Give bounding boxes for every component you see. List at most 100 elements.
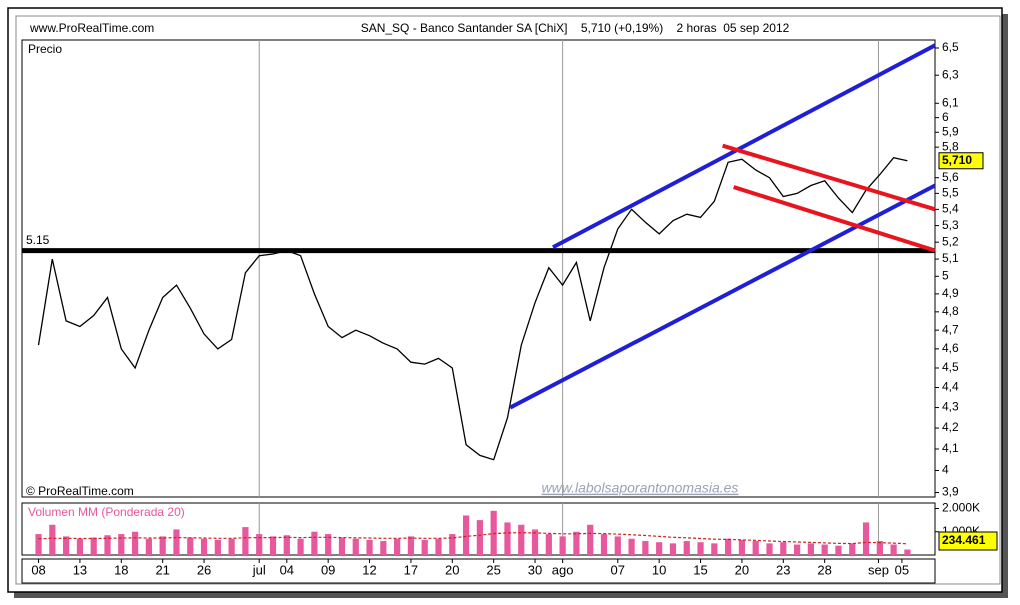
volume-bar <box>63 536 70 555</box>
volume-bar <box>118 534 125 555</box>
volume-bar <box>421 539 428 555</box>
volume-bar <box>242 527 249 555</box>
y-tick-label: 5,5 <box>942 186 959 200</box>
watermark: www.labolsaporantonomasia.es <box>542 480 739 496</box>
x-tick-label: 15 <box>693 562 707 577</box>
y-tick-label: 5,9 <box>942 124 959 138</box>
x-tick-label: ago <box>552 562 574 577</box>
y-tick-label: 5,3 <box>942 218 959 232</box>
trend-line <box>509 183 936 410</box>
y-tick-label: 4,7 <box>942 322 959 336</box>
volume-bar <box>449 534 456 555</box>
header-title: SAN_SQ - Banco Santander SA [ChiX] 5,710… <box>361 21 790 35</box>
y-tick-label: 2.000K <box>942 501 980 515</box>
price-line <box>37 156 908 461</box>
volume-bar <box>35 534 42 555</box>
y-tick-label: 5,6 <box>942 170 959 184</box>
x-tick-label: 12 <box>362 562 376 577</box>
volume-bar <box>90 537 97 555</box>
volume-bar <box>76 538 84 555</box>
last-price-label: 5,710 <box>942 153 972 167</box>
volume-bar <box>269 536 277 555</box>
x-tick-label: 05 <box>895 562 909 577</box>
y-tick-label: 4,9 <box>942 286 959 300</box>
volume-bar <box>821 544 828 555</box>
y-tick-label: 4,6 <box>942 341 959 355</box>
volume-bar <box>614 536 621 555</box>
x-tick-label: sep <box>868 562 889 577</box>
support-label: 5.15 <box>26 233 50 247</box>
volume-bar <box>573 531 580 555</box>
x-tick-label: 18 <box>114 562 128 577</box>
y-tick-label: 6,5 <box>942 40 959 54</box>
x-tick-label: 09 <box>321 562 335 577</box>
volume-bar <box>200 538 208 555</box>
volume-bar <box>311 531 318 555</box>
volume-bar <box>338 537 346 555</box>
last-volume-label: 234.461 <box>942 533 986 547</box>
x-tick-label: jul <box>252 562 266 577</box>
volume-bar <box>531 529 539 555</box>
last-price-box <box>938 152 984 170</box>
y-tick-label: 6,1 <box>942 95 959 109</box>
volume-bar <box>683 541 690 555</box>
volume-bar <box>559 536 566 555</box>
y-tick-label: 5,8 <box>942 139 959 153</box>
volume-bar <box>214 539 221 555</box>
x-tick-label: 23 <box>776 562 790 577</box>
volume-bar <box>145 538 152 555</box>
volume-bar <box>656 542 663 555</box>
volume-bar <box>862 522 870 555</box>
x-tick-label: 20 <box>445 562 459 577</box>
volume-bar <box>545 534 552 555</box>
trend-line <box>733 185 936 253</box>
volume-bar <box>600 534 608 555</box>
x-tick-label: 04 <box>280 562 294 577</box>
volume-bar <box>738 539 746 555</box>
volume-bar <box>380 541 387 555</box>
y-tick-label: 4 <box>942 463 949 477</box>
y-tick-label: 4,3 <box>942 400 959 414</box>
volume-bar <box>49 524 56 555</box>
volume-bar <box>173 529 180 555</box>
volume-bar <box>462 515 470 555</box>
volume-bar <box>752 541 759 555</box>
volume-bar <box>407 536 415 555</box>
trend-line <box>722 143 936 212</box>
x-tick-label: 10 <box>652 562 666 577</box>
site: www.ProRealTime.com <box>29 21 154 35</box>
volume-bar <box>793 544 801 555</box>
x-tick-label: 25 <box>486 562 500 577</box>
volume-bar <box>283 535 290 555</box>
y-tick-label: 6,3 <box>942 67 959 81</box>
volume-bar <box>849 543 856 555</box>
x-tick-label: 07 <box>611 562 625 577</box>
volume-bar <box>476 520 483 555</box>
y-tick-label: 4,4 <box>942 380 959 394</box>
volume-bar <box>766 543 773 555</box>
volume-bar <box>904 549 911 555</box>
volume-bar <box>669 543 677 555</box>
y-tick-label: 4,8 <box>942 304 959 318</box>
x-tick-label: 26 <box>197 562 211 577</box>
volume-bar <box>725 538 732 555</box>
volume-bar <box>435 538 442 555</box>
volume-title: Volumen MM (Ponderada 20) <box>28 505 185 519</box>
volume-bar <box>835 545 842 555</box>
volume-bar <box>159 536 166 555</box>
y-tick-label: 4,5 <box>942 360 959 374</box>
volume-bar <box>628 538 635 555</box>
volume-bar <box>518 524 525 555</box>
y-tick-label: 4,2 <box>942 420 959 434</box>
volume-bar <box>187 537 194 555</box>
y-tick-label: 3,9 <box>942 485 959 499</box>
volume-bar <box>642 541 649 555</box>
x-tick-label: 30 <box>528 562 542 577</box>
y-tick-label: 5 <box>942 268 949 282</box>
y-tick-label: 5,2 <box>942 234 959 248</box>
volume-bar <box>131 531 139 555</box>
volume-bar <box>104 535 111 555</box>
last-volume-box <box>938 531 998 551</box>
volume-bar <box>325 534 332 555</box>
y-tick-label: 4,1 <box>942 441 959 455</box>
